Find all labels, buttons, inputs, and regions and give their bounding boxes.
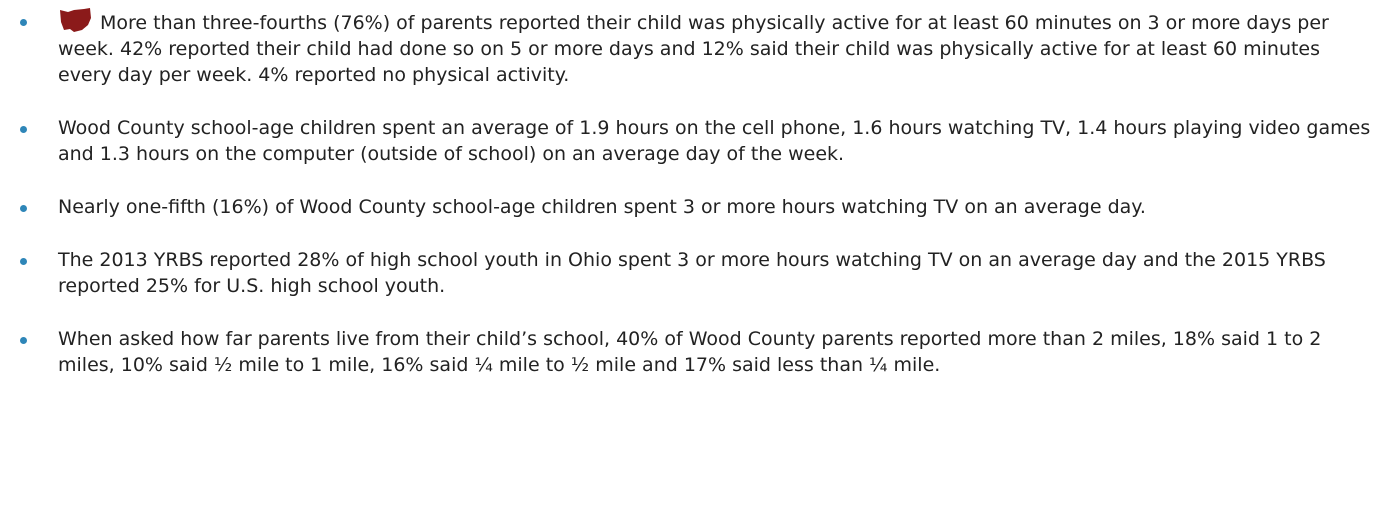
bullet-item: Nearly one-fifth (16%) of Wood County sc… [0,194,1373,220]
bullet-text: The 2013 YRBS reported 28% of high schoo… [58,249,1326,297]
bullet-list: More than three-fourths (76%) of parents… [0,8,1373,378]
ohio-icon [60,8,91,32]
bullet-item: More than three-fourths (76%) of parents… [0,8,1373,88]
bullet-item: The 2013 YRBS reported 28% of high schoo… [0,247,1373,299]
bullet-text: When asked how far parents live from the… [58,328,1322,376]
bullet-item: When asked how far parents live from the… [0,326,1373,378]
bullet-text: Wood County school-age children spent an… [58,117,1371,165]
bullet-item: Wood County school-age children spent an… [0,115,1373,167]
bullet-text: Nearly one-fifth (16%) of Wood County sc… [58,196,1146,218]
bullet-text: More than three-fourths (76%) of parents… [58,12,1329,86]
